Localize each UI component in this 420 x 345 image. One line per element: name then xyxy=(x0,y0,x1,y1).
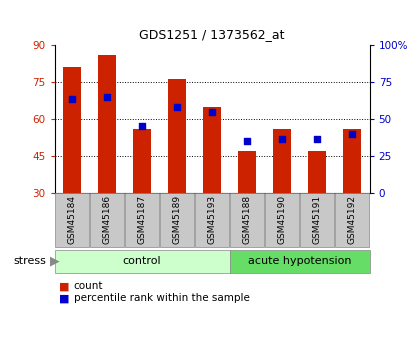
Point xyxy=(279,136,286,141)
Point xyxy=(209,109,215,115)
Bar xyxy=(203,107,221,193)
Text: ■: ■ xyxy=(59,282,69,291)
Title: GDS1251 / 1373562_at: GDS1251 / 1373562_at xyxy=(139,28,285,41)
Point xyxy=(314,136,320,141)
Text: ■: ■ xyxy=(59,294,69,303)
Text: ▶: ▶ xyxy=(50,255,60,268)
Bar xyxy=(308,151,326,193)
Text: GSM45190: GSM45190 xyxy=(278,195,286,245)
Bar xyxy=(168,79,186,193)
Bar xyxy=(273,129,291,193)
Bar xyxy=(98,55,116,193)
Point xyxy=(104,94,110,99)
Text: GSM45187: GSM45187 xyxy=(138,195,147,245)
Text: acute hypotension: acute hypotension xyxy=(248,256,352,266)
Text: GSM45188: GSM45188 xyxy=(243,195,252,245)
Point xyxy=(174,104,181,109)
Bar xyxy=(239,151,256,193)
Text: GSM45191: GSM45191 xyxy=(312,195,322,245)
Text: GSM45192: GSM45192 xyxy=(348,195,357,245)
Text: control: control xyxy=(123,256,161,266)
Text: percentile rank within the sample: percentile rank within the sample xyxy=(74,294,249,303)
Text: GSM45189: GSM45189 xyxy=(173,195,181,245)
Point xyxy=(244,138,250,144)
Text: GSM45184: GSM45184 xyxy=(68,195,76,245)
Text: GSM45186: GSM45186 xyxy=(102,195,112,245)
Bar xyxy=(344,129,361,193)
Point xyxy=(139,124,145,129)
Point xyxy=(349,131,355,137)
Bar xyxy=(134,129,151,193)
Text: GSM45193: GSM45193 xyxy=(207,195,217,245)
Bar xyxy=(63,67,81,193)
Text: stress: stress xyxy=(13,256,46,266)
Point xyxy=(69,97,76,102)
Text: count: count xyxy=(74,282,103,291)
